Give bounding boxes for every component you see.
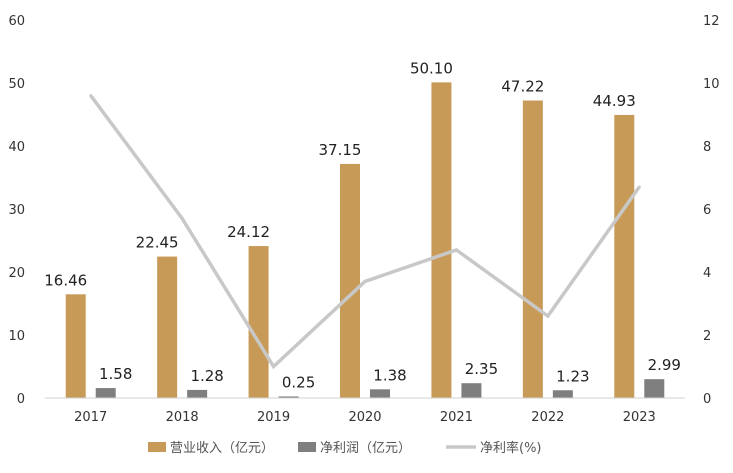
bar-marks (65, 82, 665, 399)
net-margin-point (637, 185, 641, 189)
bar-data-label: 47.22 (501, 78, 544, 96)
x-tick-label: 2021 (440, 410, 473, 425)
x-axis-ticks: 2017 2018 2019 2020 2021 2022 2023 (74, 410, 656, 425)
line-series (89, 94, 641, 370)
net-margin-point (89, 94, 93, 98)
bar-data-label: 44.93 (593, 92, 636, 110)
right-tick-label: 0 (703, 392, 711, 407)
right-tick-label: 4 (703, 266, 711, 281)
left-tick-label: 50 (8, 77, 25, 92)
right-tick-label: 12 (703, 14, 720, 29)
bar-net-profit (370, 389, 390, 398)
bar-data-label: 2.35 (465, 360, 498, 378)
left-tick-label: 20 (8, 266, 25, 281)
legend-label: 净利润（亿元） (320, 441, 411, 456)
net-margin-point (180, 216, 184, 220)
right-tick-label: 2 (703, 329, 711, 344)
legend-swatch-1 (298, 442, 316, 452)
bar-data-label: 0.25 (282, 373, 315, 391)
bar-net-profit (461, 383, 482, 398)
bar-revenue (340, 163, 360, 398)
bar-data-label: 24.12 (227, 223, 270, 241)
bar-net-profit (278, 396, 299, 398)
bar-revenue (431, 82, 452, 399)
right-tick-label: 8 (703, 140, 711, 155)
bar-net-profit (95, 388, 116, 398)
left-tick-label: 40 (8, 140, 25, 155)
left-axis-ticks: 0 10 20 30 40 50 60 (8, 14, 25, 407)
bar-data-label: 16.46 (44, 271, 87, 289)
bar-revenue (157, 256, 178, 398)
x-tick-label: 2022 (531, 410, 564, 425)
bar-data-label: 2.99 (648, 356, 681, 374)
legend-label: 净利率(%) (480, 440, 542, 456)
x-tick-label: 2017 (74, 410, 107, 425)
legend: 营业收入（亿元） 净利润（亿元） 净利率(%) (148, 440, 542, 456)
x-tick-label: 2019 (257, 410, 290, 425)
bar-revenue (248, 246, 269, 398)
bar-revenue (522, 100, 543, 398)
bar-data-label: 1.58 (99, 365, 132, 383)
x-tick-label: 2023 (623, 410, 656, 425)
bar-net-profit (552, 390, 573, 398)
bar-data-label: 1.23 (556, 367, 589, 385)
left-tick-label: 0 (17, 392, 25, 407)
x-tick-label: 2020 (348, 410, 381, 425)
bar-data-label: 22.45 (136, 234, 179, 252)
net-margin-point (546, 314, 550, 318)
bar-data-label: 1.38 (373, 366, 406, 384)
bar-net-profit (187, 389, 208, 398)
right-tick-label: 10 (703, 77, 720, 92)
right-tick-label: 6 (703, 203, 711, 218)
net-margin-point (363, 279, 367, 283)
bar-data-label: 1.28 (190, 367, 223, 385)
data-labels: 16.46 22.45 24.12 37.15 50.10 47.22 44.93 1.58 1… (44, 59, 681, 391)
bar-data-label: 37.15 (319, 141, 362, 159)
bar-data-label: 50.10 (410, 59, 453, 77)
x-tick-label: 2018 (166, 410, 199, 425)
legend-swatch-0 (148, 442, 166, 452)
left-tick-label: 10 (8, 329, 25, 344)
net-margin-point (454, 248, 458, 252)
left-tick-label: 30 (8, 203, 25, 218)
bar-revenue (65, 294, 86, 398)
bar-net-profit (644, 379, 665, 398)
bar-revenue (614, 114, 635, 398)
legend-label: 营业收入（亿元） (170, 441, 274, 456)
right-axis-ticks: 0 2 4 6 8 10 12 (703, 14, 720, 407)
left-tick-label: 60 (8, 14, 25, 29)
net-margin-point (272, 365, 276, 368)
